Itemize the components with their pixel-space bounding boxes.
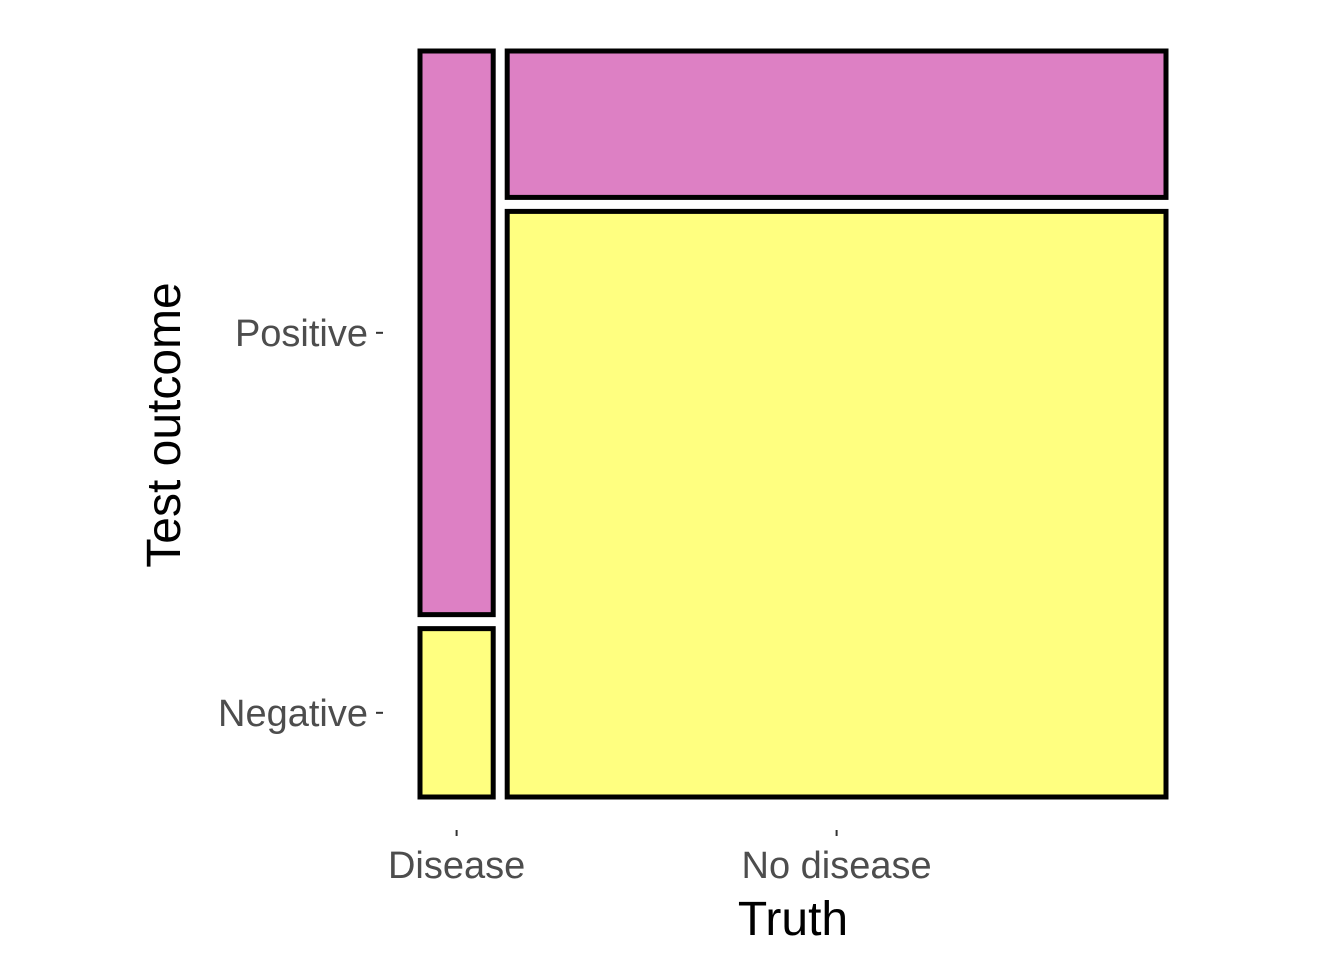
tile-disease-positive (417, 48, 496, 618)
y-axis: Negative Positive (218, 313, 383, 735)
y-axis-title: Test outcome (138, 282, 191, 567)
x-tick-label-disease: Disease (388, 845, 525, 887)
tile-no-disease-negative (504, 208, 1169, 800)
mosaic-tiles (417, 48, 1169, 800)
y-tick-label-negative: Negative (218, 693, 368, 735)
x-axis-title: Truth (738, 893, 848, 946)
tile-no-disease-positive (504, 48, 1169, 200)
x-tick-label-no-disease: No disease (742, 845, 932, 887)
tile-disease-negative (417, 626, 496, 800)
y-tick-label-positive: Positive (235, 313, 368, 355)
x-axis: Disease No disease (388, 830, 932, 887)
